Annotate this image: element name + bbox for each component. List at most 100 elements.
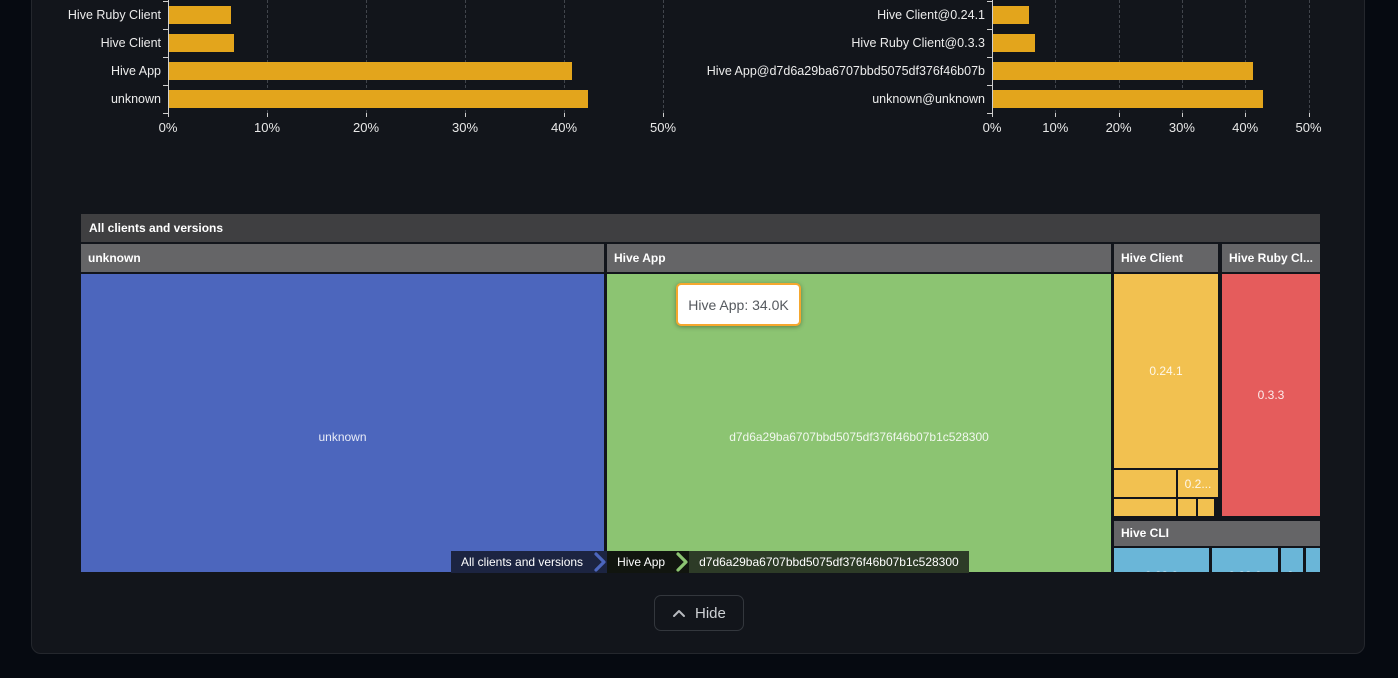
gridline (564, 0, 565, 113)
chevron-up-icon (673, 609, 685, 617)
hide-button-label: Hide (695, 604, 726, 622)
treemap-cell[interactable] (1306, 548, 1320, 572)
x-tick-label: 50% (649, 120, 677, 135)
category-tick (987, 57, 992, 58)
gridline (1308, 0, 1310, 113)
treemap-cell[interactable] (1114, 499, 1176, 516)
treemap-cell-label: 0. (1281, 569, 1303, 572)
bar-unknown-unknown[interactable] (993, 90, 1264, 108)
x-tick-label: 0% (982, 120, 1002, 135)
treemap-cell-label: 0.24.1 (1149, 364, 1183, 378)
breadcrumb-item-all-clients-and-versions[interactable]: All clients and versions (451, 551, 594, 573)
category-tick (987, 85, 992, 86)
bar-unknown[interactable] (169, 90, 588, 108)
x-tick-label: 20% (352, 120, 380, 135)
x-tick-label: 30% (451, 120, 479, 135)
x-tick-label: 10% (1042, 120, 1069, 135)
category-label: unknown@unknown (872, 92, 985, 106)
gridline (663, 0, 664, 113)
treemap-cell-label: 0.23.0 (1114, 569, 1209, 572)
treemap-section-header-hive-app[interactable]: Hive App (607, 244, 1111, 272)
treemap-cell-label: 0.3.3 (1257, 388, 1285, 402)
treemap-section-header-hive-client[interactable]: Hive Client (1114, 244, 1218, 272)
axis-tick (1245, 113, 1247, 117)
axis-tick (1181, 113, 1183, 117)
category-label: Hive Ruby Client (67, 8, 161, 22)
x-tick-label: 30% (1168, 120, 1195, 135)
gridline (1245, 0, 1247, 113)
gridline (267, 0, 268, 113)
bar-hive-ruby-client[interactable] (169, 6, 232, 24)
breadcrumb-chevron-icon (675, 551, 690, 573)
treemap-cell-0-24-1[interactable]: 0.24.1 (1114, 274, 1218, 468)
axis-tick (465, 113, 466, 117)
gridline (465, 0, 466, 113)
category-tick (163, 57, 168, 58)
x-tick-label: 0% (158, 120, 178, 135)
category-label: unknown (110, 92, 161, 106)
axis-tick (663, 113, 664, 117)
gridline (366, 0, 367, 113)
axis-tick (564, 113, 565, 117)
treemap-cell-0-3-3[interactable]: 0.3.3 (1222, 274, 1320, 516)
category-tick (163, 1, 168, 2)
category-label: Hive Ruby Client@0.3.3 (851, 36, 985, 50)
x-tick-label: 20% (1105, 120, 1132, 135)
treemap-cell-label: 0.23.0 (1212, 569, 1278, 572)
axis-tick (1118, 113, 1120, 117)
category-tick (163, 85, 168, 86)
bar-hive-ruby-client-0-3-3[interactable] (993, 34, 1036, 52)
treemap-section-header-hive-cli[interactable]: Hive CLI (1114, 521, 1320, 546)
treemap-cell-label: unknown (318, 430, 367, 444)
hide-button[interactable]: Hide (654, 595, 744, 631)
category-label: Hive Client (100, 36, 161, 50)
treemap-cell[interactable] (1178, 499, 1196, 516)
gridline (1055, 0, 1057, 113)
x-tick-label: 50% (1295, 120, 1322, 135)
axis-tick (168, 113, 169, 117)
breadcrumb-item-d7d6a29ba6707bbd5075df376f46b07b1c528300[interactable]: d7d6a29ba6707bbd5075df376f46b07b1c528300 (689, 551, 969, 573)
treemap-cell[interactable] (1198, 499, 1214, 516)
category-label: Hive App (110, 64, 161, 78)
treemap-cell[interactable] (1114, 470, 1176, 497)
breadcrumb-chevron-icon (593, 551, 608, 573)
category-tick (163, 113, 168, 114)
treemap-cell-0-2-[interactable]: 0.2... (1178, 470, 1218, 497)
y-axis (992, 0, 993, 113)
axis-tick (366, 113, 367, 117)
category-label: Hive Client@0.24.1 (877, 8, 985, 22)
x-tick-label: 40% (1232, 120, 1259, 135)
axis-tick (267, 113, 268, 117)
axis-tick (1308, 113, 1310, 117)
treemap-cell-0-23-0[interactable]: 0.23.0 (1212, 548, 1278, 572)
clients-versions-treemap: All clients and versions Hive App: 34.0K… (81, 214, 1320, 572)
treemap-cell-label: 0.2... (1184, 476, 1212, 491)
treemap-tooltip: Hive App: 34.0K (676, 283, 801, 326)
axis-tick (992, 113, 993, 117)
bar-hive-app-d7d6a29ba6707bbd5075df376f46b07b[interactable] (993, 62, 1254, 80)
versions-bar-chart: 0% 10% 20% 30% 40% 50% Hive Client@0.24.1 Hive … (0, 0, 1398, 140)
bar-hive-client-0-24-1[interactable] (993, 6, 1030, 24)
bar-hive-client[interactable] (169, 34, 235, 52)
category-label: Hive App@d7d6a29ba6707bbd5075df376f46b07… (706, 64, 985, 78)
gridline (1181, 0, 1183, 113)
breadcrumb-item-hive-app[interactable]: Hive App (607, 551, 676, 573)
treemap-cell-0-23-0[interactable]: 0.23.0 (1114, 548, 1209, 572)
x-tick-label: 10% (253, 120, 281, 135)
clients-bar-chart: 0% 10% 20% 30% 40% 50% Hive Ruby Client Hive Cl… (0, 0, 1398, 140)
treemap-section-header-hive-ruby-cl-[interactable]: Hive Ruby Cl... (1222, 244, 1320, 272)
treemap-section-header-unknown[interactable]: unknown (81, 244, 604, 272)
category-tick (987, 113, 992, 114)
axis-tick (1055, 113, 1057, 117)
category-tick (163, 29, 168, 30)
treemap-cell-unknown[interactable]: unknown (81, 274, 604, 572)
treemap-title[interactable]: All clients and versions (81, 214, 1320, 242)
y-axis (168, 0, 169, 113)
x-tick-label: 40% (550, 120, 578, 135)
bar-hive-app[interactable] (169, 62, 572, 80)
treemap-cell-0-[interactable]: 0. (1281, 548, 1303, 572)
gridline (1118, 0, 1120, 113)
category-tick (987, 29, 992, 30)
treemap-cell-label: d7d6a29ba6707bbd5075df376f46b07b1c528300 (729, 430, 989, 444)
